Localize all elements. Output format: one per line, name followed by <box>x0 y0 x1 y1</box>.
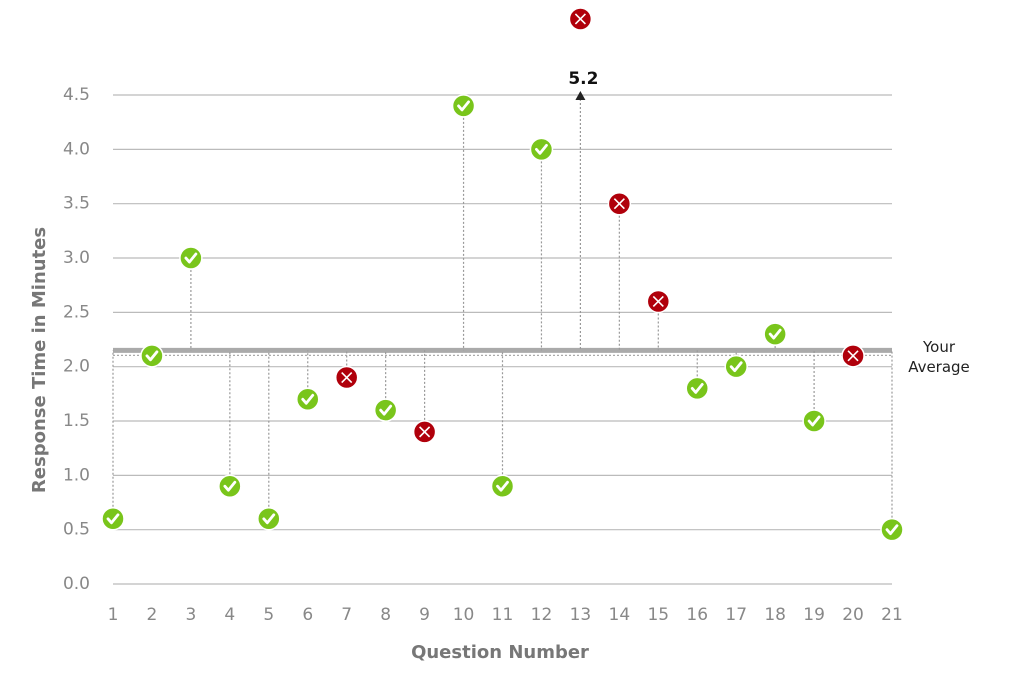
marker <box>179 246 203 270</box>
marker <box>802 409 826 433</box>
y-tick-label: 1.5 <box>63 411 90 431</box>
y-tick-label: 3.5 <box>63 194 90 214</box>
cross-icon <box>574 13 586 25</box>
x-axis-title: Question Number <box>411 642 589 663</box>
x-tick-label: 19 <box>803 605 825 625</box>
marker <box>646 289 671 314</box>
y-tick-label: 4.0 <box>63 139 90 159</box>
check-icon <box>807 415 821 427</box>
marker <box>451 94 476 118</box>
marker <box>296 387 320 412</box>
marker <box>607 191 632 216</box>
y-tick-label: 0.0 <box>63 574 90 594</box>
y-tick-label: 3.0 <box>63 248 90 268</box>
marker <box>529 137 554 162</box>
check-icon <box>145 350 159 362</box>
x-tick-label: 1 <box>108 605 119 625</box>
x-tick-label: 20 <box>842 605 864 625</box>
value-label: 5.2 <box>568 69 598 89</box>
cross-icon <box>341 371 353 384</box>
marker <box>841 344 865 368</box>
marker <box>101 507 125 531</box>
x-tick-label: 2 <box>147 605 158 625</box>
x-tick-label: 5 <box>263 605 274 625</box>
marker <box>334 365 359 390</box>
marker <box>880 517 904 542</box>
check-icon <box>106 513 120 525</box>
x-tick-label: 6 <box>302 605 313 625</box>
check-icon <box>885 524 899 536</box>
x-tick-label: 17 <box>725 605 747 625</box>
marker <box>257 507 281 531</box>
check-icon <box>184 252 198 264</box>
marker <box>218 474 242 498</box>
marker <box>568 7 593 31</box>
check-icon <box>301 393 315 405</box>
x-tick-label: 7 <box>341 605 352 625</box>
y-tick-label: 2.5 <box>63 302 90 322</box>
check-icon <box>457 100 470 112</box>
marker <box>373 398 398 422</box>
marker <box>763 322 787 346</box>
marker <box>724 354 748 379</box>
check-icon <box>535 143 548 155</box>
y-tick-label: 0.5 <box>63 520 90 540</box>
x-tick-label: 12 <box>531 605 553 625</box>
x-tick-label: 10 <box>453 605 475 625</box>
y-tick-label: 1.0 <box>63 465 90 485</box>
check-icon <box>768 328 782 340</box>
check-icon <box>223 480 237 492</box>
marker <box>490 474 515 498</box>
check-icon <box>262 513 276 525</box>
check-icon <box>379 404 393 416</box>
marker <box>412 420 437 444</box>
check-icon <box>496 480 509 492</box>
cross-icon <box>847 350 859 362</box>
cross-icon <box>419 426 431 438</box>
x-tick-label: 3 <box>185 605 196 625</box>
cross-icon <box>652 295 664 308</box>
y-axis-title: Response Time in Minutes <box>29 227 50 493</box>
marker <box>685 376 709 401</box>
check-icon <box>729 361 743 373</box>
y-tick-label: 4.5 <box>63 85 90 105</box>
cross-icon <box>613 198 625 210</box>
x-tick-label: 18 <box>764 605 786 625</box>
marker <box>140 344 164 368</box>
x-tick-label: 21 <box>881 605 903 625</box>
check-icon <box>690 383 704 394</box>
x-tick-label: 4 <box>224 605 235 625</box>
x-tick-label: 8 <box>380 605 391 625</box>
x-tick-label: 9 <box>419 605 430 625</box>
x-tick-label: 15 <box>647 605 669 625</box>
x-tick-label: 11 <box>492 605 514 625</box>
off-scale-arrow <box>575 91 586 101</box>
average-label: Your Average <box>908 338 970 376</box>
x-tick-label: 13 <box>570 605 592 625</box>
x-tick-label: 14 <box>609 605 631 625</box>
x-tick-label: 16 <box>686 605 708 625</box>
y-tick-label: 2.0 <box>63 357 90 377</box>
